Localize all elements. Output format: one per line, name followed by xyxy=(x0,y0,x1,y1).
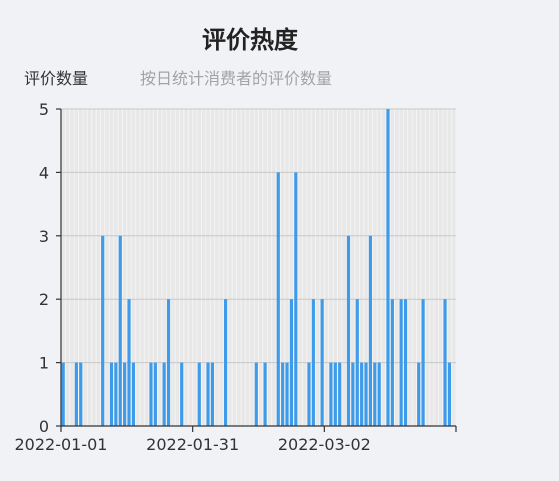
y-tick-label: 3 xyxy=(39,227,49,246)
bar xyxy=(443,299,447,426)
bar xyxy=(329,362,333,426)
bar xyxy=(123,362,127,426)
bar xyxy=(276,172,280,426)
y-axis-label: 评价数量 xyxy=(24,69,89,88)
x-tick-label: 2022-01-01 xyxy=(15,435,108,454)
bar xyxy=(101,235,105,426)
bar xyxy=(285,362,289,426)
x-tick-label: 2022-01-31 xyxy=(146,435,239,454)
bar xyxy=(224,299,228,426)
bar xyxy=(210,362,214,426)
bar xyxy=(447,362,451,426)
plot-stripes xyxy=(60,109,457,426)
bar xyxy=(153,362,157,426)
bar xyxy=(180,362,184,426)
bar xyxy=(109,362,114,426)
bar xyxy=(74,362,78,426)
bar xyxy=(351,362,355,426)
bar xyxy=(263,362,267,426)
chart-title: 评价热度 xyxy=(202,26,298,54)
bar xyxy=(368,235,372,426)
bar xyxy=(254,362,258,426)
x-ticks: 2022-01-01 2022-01-31 2022-03-02 xyxy=(15,426,457,454)
bar xyxy=(197,362,201,426)
bar xyxy=(403,299,408,426)
bar xyxy=(127,299,131,426)
y-tick-label: 4 xyxy=(39,163,49,182)
bar xyxy=(311,299,315,426)
bar xyxy=(373,362,377,426)
bar xyxy=(79,362,83,426)
bar xyxy=(294,172,298,426)
y-ticks: 0 1 2 3 4 5 xyxy=(39,100,61,436)
x-tick-label: 2022-03-02 xyxy=(278,435,371,454)
bar xyxy=(399,299,403,426)
bar xyxy=(360,362,364,426)
bar xyxy=(149,362,153,426)
bar xyxy=(131,362,135,426)
bar xyxy=(346,235,351,426)
bar xyxy=(333,362,337,426)
bar xyxy=(320,299,324,426)
y-tick-label: 1 xyxy=(39,354,49,373)
bar xyxy=(289,299,293,426)
bar xyxy=(118,235,122,426)
bar xyxy=(417,362,421,426)
bar xyxy=(162,362,166,426)
bar xyxy=(386,109,390,426)
bar xyxy=(307,362,311,426)
bar xyxy=(364,362,368,426)
bar xyxy=(166,299,171,426)
y-tick-label: 0 xyxy=(39,417,49,436)
bar xyxy=(355,299,359,426)
bar xyxy=(390,299,394,426)
bar xyxy=(421,299,425,426)
bar xyxy=(114,362,118,426)
bar xyxy=(281,362,285,426)
bar xyxy=(377,362,381,426)
y-tick-label: 2 xyxy=(39,290,49,309)
bar xyxy=(206,362,210,426)
axes xyxy=(60,109,456,427)
bar xyxy=(338,362,342,426)
y-tick-label: 5 xyxy=(39,100,49,119)
chart-subtitle: 按日统计消费者的评价数量 xyxy=(140,69,333,88)
bar xyxy=(61,362,65,426)
bars xyxy=(61,109,451,426)
